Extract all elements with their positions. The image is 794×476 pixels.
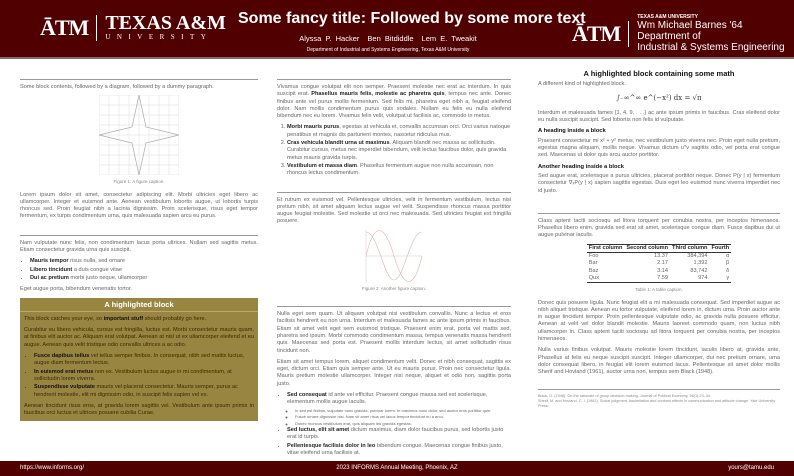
poster-title: Some fancy title: Followed by some more … <box>238 10 586 27</box>
paragraph: This block catches your eye, so importan… <box>24 315 207 322</box>
list-item: Mauris tempor risus nulla, sed ornare <box>30 258 258 265</box>
block-rule <box>277 306 511 308</box>
table-row: Bar 2.17 1,392 β <box>588 260 730 267</box>
column-3: A highlighted block containing some math… <box>538 70 780 409</box>
paragraph: Vivamus congue volutpat elit non semper.… <box>277 84 511 120</box>
paragraph: Donec quis posuere ligula. Nunc feugiat … <box>538 299 780 343</box>
list-item: Vestibulum et massa diam. Phasellus ferm… <box>287 163 511 178</box>
list-item: Dui ac pretium morbi justo neque, ullamc… <box>30 275 258 282</box>
tamu-logo-right: ĀTM TEXAS A&M UNIVERSITY Wm Michael Barne… <box>572 14 794 53</box>
paragraph: Nulla varius finibus volutpat. Mauris mo… <box>538 347 780 376</box>
atm-logo-mark: ĀTM <box>40 14 89 40</box>
block-rule <box>277 79 511 80</box>
paragraph: Sed augue erat, scelerisque a purus ultr… <box>538 172 780 194</box>
poster-header: ĀTM TEXAS A&M UNIVERSITY Some fancy title… <box>0 0 794 57</box>
list-item: Donec rhoncus vestibulum erat, quis aliq… <box>295 421 511 427</box>
references-rule <box>538 388 780 390</box>
tamu-logo-left: ĀTM TEXAS A&M UNIVERSITY <box>40 12 226 41</box>
table-row: Foo 13.37 384,394 α <box>588 253 730 260</box>
paragraph: Lorem ipsum dolor sit amet, consectetur … <box>20 191 258 220</box>
star-diagram <box>99 95 179 176</box>
block-rule <box>20 79 258 80</box>
list-item: In euismod erat metus non ex. Vestibulum… <box>34 369 254 384</box>
affiliation: Department of Industrial and Systems Eng… <box>306 47 470 53</box>
paragraph: Etiam sit amet tempus lorem, aliquet con… <box>277 358 511 387</box>
column-2: Vivamus congue volutpat elit non semper.… <box>277 79 511 461</box>
list-item: Suspendisse vulputate mauris vel placera… <box>34 384 254 399</box>
title-block: Some fancy title: Followed by some more … <box>238 10 586 53</box>
paragraph: Et rutrum ex euismod vel. Pellentesque u… <box>277 196 511 225</box>
figure-caption: Figure 2: Another figure caption. <box>361 285 427 291</box>
sub-list: In sed est finibus, vulputate nunc gravi… <box>295 408 511 427</box>
logo-name: TEXAS A&M <box>105 12 226 34</box>
authors: Alyssa P. Hacker Ben Bitdiddle Lem E. Twea… <box>238 34 538 43</box>
block-heading: A heading inside a block <box>538 128 606 135</box>
list-item: Sed consequat id ante vel efficitur. Pra… <box>287 392 511 426</box>
paragraph: Praesent consectetur mi x² + y² metus, n… <box>538 137 780 159</box>
list-item: Fusce dapibus tellus vel tellus semper f… <box>34 353 254 368</box>
star-shape <box>99 95 179 176</box>
header-rule <box>0 57 794 59</box>
list-item: Pellentesque facilisis dolor in leo bibe… <box>287 443 511 458</box>
list-item: Sed luctus, elit sit amet dictum maximus… <box>287 427 511 442</box>
cosine-curve <box>365 231 423 281</box>
list-item: Cras vehicula blandit urna ut maximus. A… <box>287 140 511 162</box>
sine-curve <box>365 230 423 282</box>
paragraph: Aenean tincidunt risus eros, at gravida … <box>24 402 254 417</box>
references: Black, D. (1948). On the rationale of gr… <box>538 394 780 409</box>
table-row: Baz 3.14 83,742 δ <box>588 267 730 274</box>
equation: ∫₋∞^∞ e^(−x²) dx = √π <box>616 93 702 102</box>
bullet-list: Fusce dapibus tellus vel tellus semper f… <box>34 353 254 399</box>
footer-event: 2023 INFORMS Annual Meeting, Phoenix, AZ <box>336 465 458 471</box>
diagram-grid <box>99 95 179 176</box>
highlighted-block-title: A highlighted block <box>20 297 258 312</box>
sine-figure <box>365 229 423 282</box>
block-rule <box>20 234 258 236</box>
table-caption: Table 1: A table caption. <box>635 287 683 293</box>
logo-divider <box>96 14 98 41</box>
list-item: Fusce ornare dignissim nisi. Nam sit ame… <box>295 414 511 420</box>
list-item: Libero tincidunt a duis congue vitae <box>30 267 258 274</box>
bullet-list: Sed consequat id ante vel efficitur. Pra… <box>287 392 511 457</box>
block-rule <box>277 191 511 193</box>
poster-footer: https://www.informs.org/ 2023 INFORMS An… <box>0 461 794 476</box>
logo-divider <box>628 20 630 47</box>
atm-logo-mark: ĀTM <box>572 20 621 46</box>
dept-univ: TEXAS A&M UNIVERSITY <box>637 14 698 20</box>
math-block-title: A highlighted block containing some math <box>583 69 735 78</box>
author: Ben Bitdiddle <box>367 34 414 43</box>
table-row: Qux 7.59 974 γ <box>586 274 732 284</box>
paragraph: Curabitur eu libero vehicula, cursus est… <box>24 327 254 348</box>
paragraph: Class aptent taciti sociosqu ad litora t… <box>538 217 780 239</box>
block-rule <box>538 212 780 214</box>
dept-line1: Wm Michael Barnes '64 Department of <box>637 20 743 42</box>
block-heading: Another heading inside a block <box>538 163 624 170</box>
reference: Sherif, M. and Hovland, C. I. (1961). So… <box>538 398 776 408</box>
paragraph: Nulla eget sem quam. Ut aliquam volutpat… <box>277 311 511 354</box>
bullet-list: Mauris tempor risus nulla, sed ornare Li… <box>30 258 258 282</box>
author: Alyssa P. Hacker <box>299 34 360 43</box>
paragraph: Eget augue porta, bibendum venenatis tor… <box>20 286 132 293</box>
paragraph: A different kind of highlighted block. <box>538 81 626 88</box>
logo-sub: UNIVERSITY <box>105 33 213 41</box>
data-table: First column Second column Third column Fou… <box>586 243 732 284</box>
figure-caption: Figure 1: A figure caption. <box>113 179 165 185</box>
list-item: In sed est finibus, vulputate nunc gravi… <box>295 408 511 414</box>
footer-link[interactable]: https://www.informs.org/ <box>20 465 85 471</box>
author: Lem E. Tweakit <box>421 34 477 43</box>
dept-line2: Industrial & Systems Engineering <box>637 42 785 53</box>
paragraph: Interdum et malesuada fames {1, 4, 9, . … <box>538 109 780 124</box>
column-1: Some block contents, followed by a diagr… <box>20 79 258 422</box>
paragraph: Nam vulputate nunc felis, non condimentu… <box>20 239 258 254</box>
footer-email[interactable]: yours@tamu.edu <box>728 465 774 471</box>
list-item: Morbi mauris purus, egestas at vehicula … <box>287 124 511 139</box>
reference: Black, D. (1948). On the rationale of gr… <box>538 393 711 398</box>
numbered-list: Morbi mauris purus, egestas at vehicula … <box>287 124 511 177</box>
intro-text: Some block contents, followed by a diagr… <box>20 84 214 90</box>
highlighted-block: A highlighted block This block catches y… <box>20 297 258 422</box>
